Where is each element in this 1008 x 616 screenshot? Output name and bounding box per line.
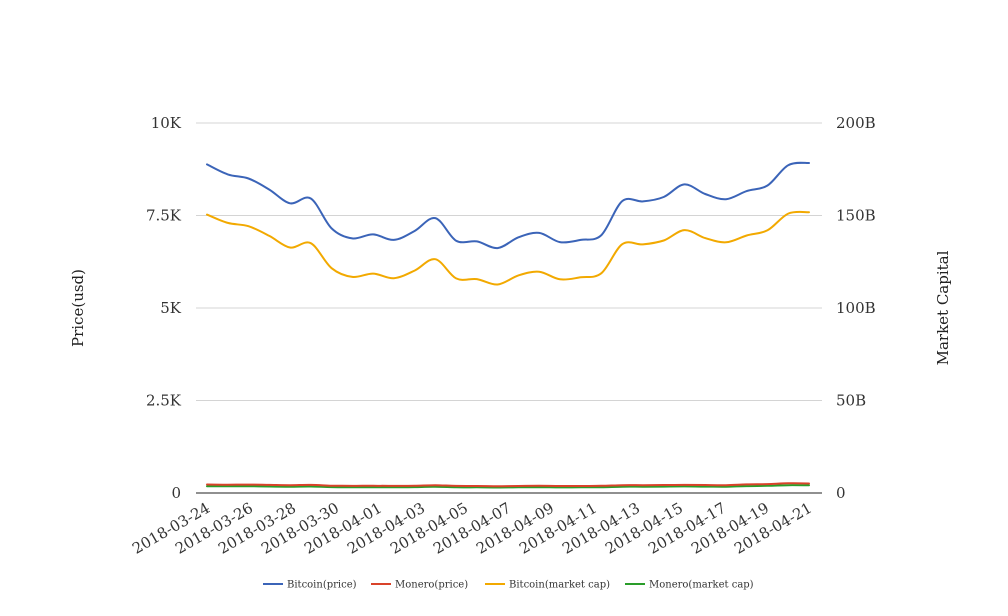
- legend-label-monero-price: Monero(price): [395, 580, 468, 591]
- left-axis-tick-label: 7.5K: [146, 207, 182, 225]
- series-line-monero-market-cap: [206, 484, 810, 489]
- legend: Bitcoin(price) Monero(price) Bitcoin(marke…: [263, 580, 754, 591]
- series-line-bitcoin-price: [206, 161, 810, 250]
- series-line-bitcoin-market-cap: [206, 210, 810, 286]
- right-axis-tick-label: 0: [836, 484, 846, 502]
- right-axis-tick-label: 50B: [836, 392, 866, 410]
- right-axis-title: Market Capital: [934, 250, 952, 365]
- left-axis-title: Price(usd): [69, 269, 87, 347]
- legend-label-bitcoin-price: Bitcoin(price): [287, 580, 357, 591]
- axis-ticks: 02.5K5K7.5K10K050B100B150B200B2018-03-24…: [129, 114, 876, 558]
- left-axis-tick-label: 5K: [160, 299, 182, 317]
- left-axis-tick-label: 0: [171, 484, 181, 502]
- right-axis-tick-label: 100B: [836, 299, 876, 317]
- right-axis-tick-label: 150B: [836, 207, 876, 225]
- series-line-monero-price: [206, 482, 810, 488]
- left-axis-tick-label: 10K: [151, 114, 182, 132]
- right-axis-tick-label: 200B: [836, 114, 876, 132]
- left-axis-tick-label: 2.5K: [146, 392, 182, 410]
- legend-label-monero-market-cap: Monero(market cap): [649, 580, 754, 591]
- legend-label-bitcoin-market-cap: Bitcoin(market cap): [509, 580, 610, 591]
- series-lines: [206, 161, 810, 489]
- gridlines: [196, 122, 822, 494]
